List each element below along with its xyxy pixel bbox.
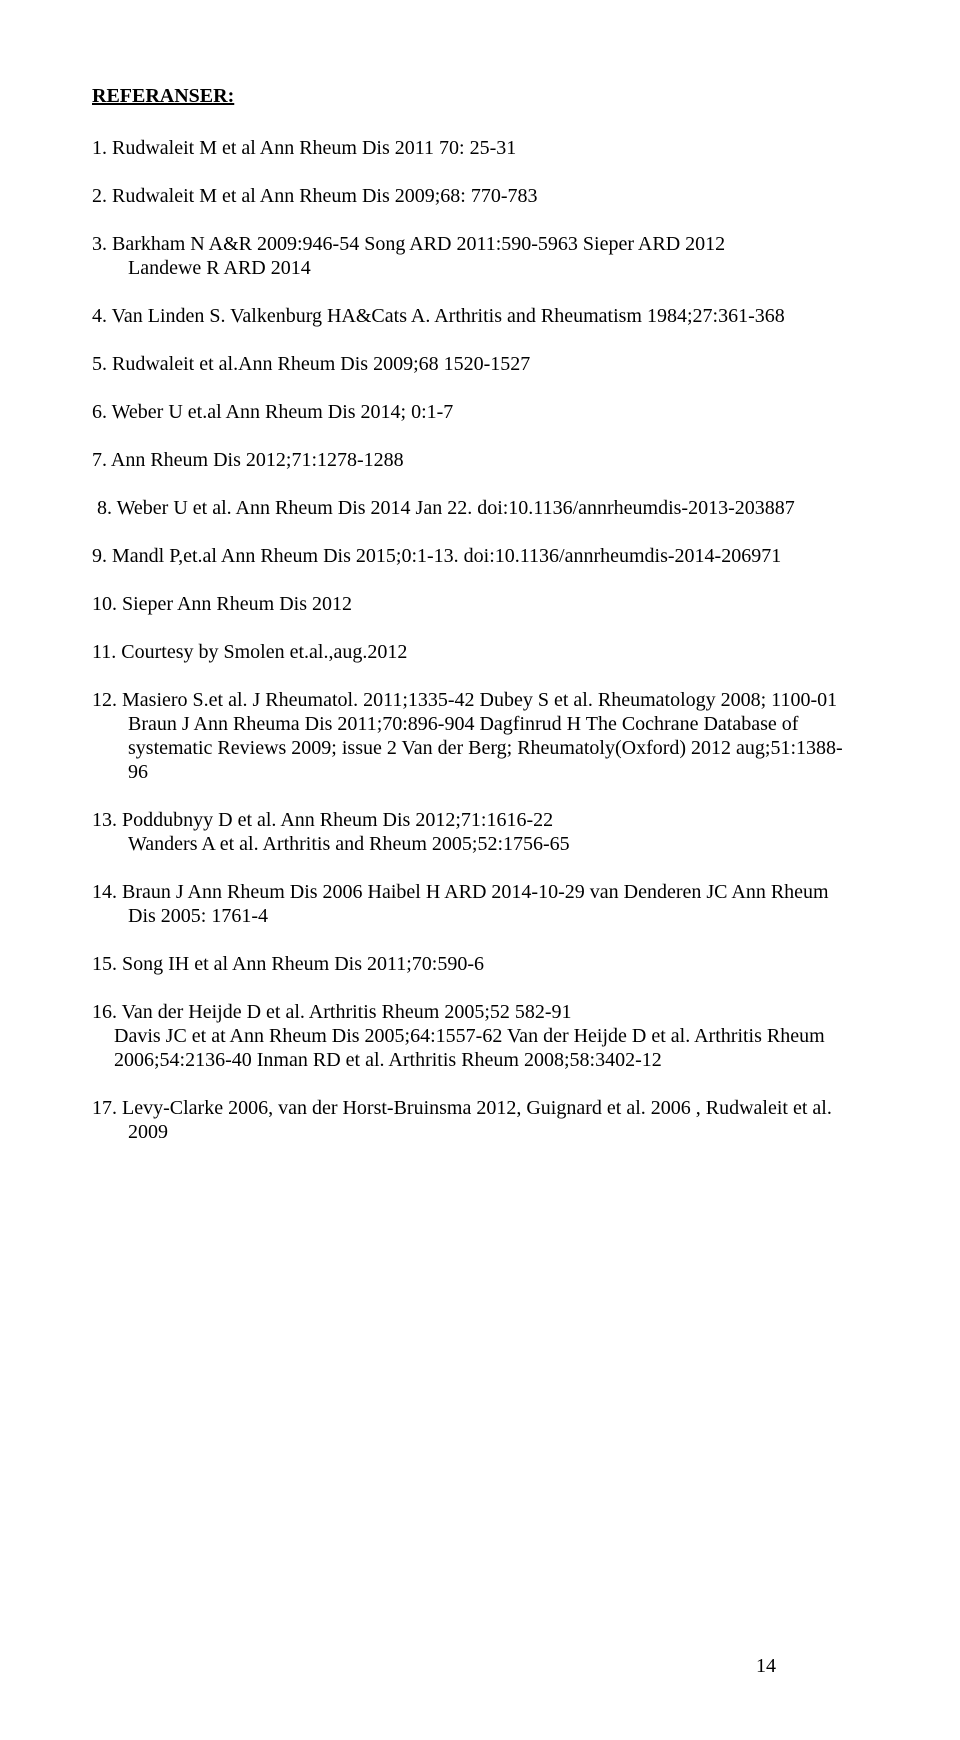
reference-text: 13. Poddubnyy D et al. Ann Rheum Dis 201… xyxy=(92,809,553,831)
reference-item: 8. Weber U et al. Ann Rheum Dis 2014 Jan… xyxy=(92,496,868,520)
reference-text: systematic Reviews 2009; issue 2 Van der… xyxy=(92,736,868,760)
reference-text: Davis JC et at Ann Rheum Dis 2005;64:155… xyxy=(92,1024,868,1048)
reference-text: 14. Braun J Ann Rheum Dis 2006 Haibel H … xyxy=(92,881,829,903)
reference-item: 2. Rudwaleit M et al Ann Rheum Dis 2009;… xyxy=(92,184,868,208)
reference-item: 3. Barkham N A&R 2009:946-54 Song ARD 20… xyxy=(92,232,868,280)
reference-text: Wanders A et al. Arthritis and Rheum 200… xyxy=(92,832,868,856)
reference-item: 7. Ann Rheum Dis 2012;71:1278-1288 xyxy=(92,448,868,472)
reference-text: 3. Barkham N A&R 2009:946-54 Song ARD 20… xyxy=(92,233,725,255)
reference-item: 1. Rudwaleit M et al Ann Rheum Dis 2011 … xyxy=(92,136,868,160)
reference-item: 13. Poddubnyy D et al. Ann Rheum Dis 201… xyxy=(92,808,868,856)
reference-item: 15. Song IH et al Ann Rheum Dis 2011;70:… xyxy=(92,952,868,976)
reference-item: 14. Braun J Ann Rheum Dis 2006 Haibel H … xyxy=(92,880,868,928)
reference-text: 96 xyxy=(92,760,868,784)
reference-text: Landewe R ARD 2014 xyxy=(92,256,868,280)
reference-item: 11. Courtesy by Smolen et.al.,aug.2012 xyxy=(92,640,868,664)
reference-text: 17. Levy-Clarke 2006, van der Horst-Brui… xyxy=(92,1097,832,1119)
page-number: 14 xyxy=(756,1654,776,1678)
reference-item: 16. Van der Heijde D et al. Arthritis Rh… xyxy=(92,1000,868,1072)
reference-item: 10. Sieper Ann Rheum Dis 2012 xyxy=(92,592,868,616)
reference-item: 6. Weber U et.al Ann Rheum Dis 2014; 0:1… xyxy=(92,400,868,424)
reference-item: 9. Mandl P,et.al Ann Rheum Dis 2015;0:1-… xyxy=(92,544,868,568)
reference-text: 8. Weber U et al. Ann Rheum Dis 2014 Jan… xyxy=(97,497,795,519)
reference-text: Braun J Ann Rheuma Dis 2011;70:896-904 D… xyxy=(92,712,868,736)
reference-text: 16. Van der Heijde D et al. Arthritis Rh… xyxy=(92,1001,572,1023)
reference-item: 12. Masiero S.et al. J Rheumatol. 2011;1… xyxy=(92,688,868,784)
reference-item: 4. Van Linden S. Valkenburg HA&Cats A. A… xyxy=(92,304,868,328)
section-heading: REFERANSER: xyxy=(92,84,868,108)
reference-item: 17. Levy-Clarke 2006, van der Horst-Brui… xyxy=(92,1096,868,1144)
reference-text: 2006;54:2136-40 Inman RD et al. Arthriti… xyxy=(92,1048,868,1072)
reference-text: 2009 xyxy=(92,1120,868,1144)
reference-item: 5. Rudwaleit et al.Ann Rheum Dis 2009;68… xyxy=(92,352,868,376)
reference-text: Dis 2005: 1761-4 xyxy=(92,904,868,928)
reference-text: 12. Masiero S.et al. J Rheumatol. 2011;1… xyxy=(92,689,837,711)
